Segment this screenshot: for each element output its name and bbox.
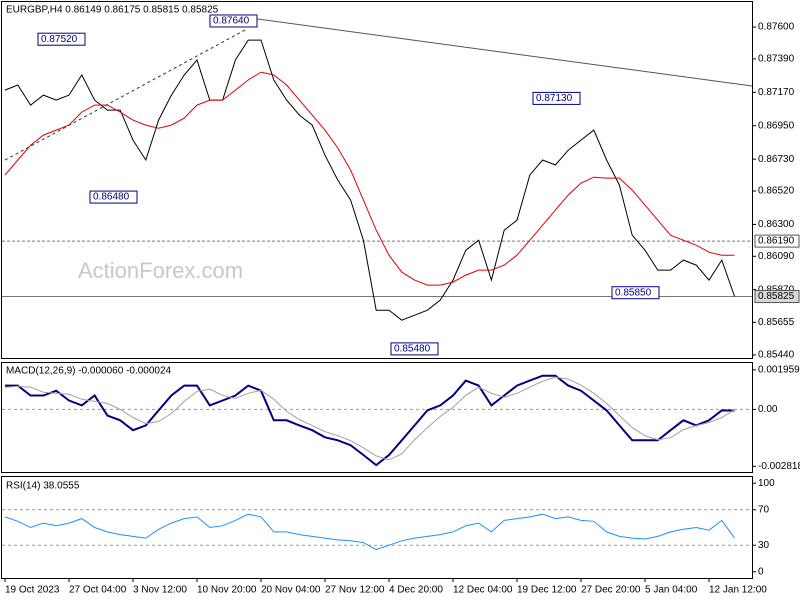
y-tick-label: 30 xyxy=(758,540,770,551)
y-tick-label: 100 xyxy=(758,478,775,489)
level-box xyxy=(390,342,439,356)
level-label: 0.87520 xyxy=(41,34,78,45)
y-tick-label: 0.86300 xyxy=(758,219,795,230)
y-tick-label: 0.86520 xyxy=(758,186,795,197)
level-label: 0.86480 xyxy=(93,192,130,203)
price-tag xyxy=(754,234,800,248)
y-tick-label: 70 xyxy=(758,504,770,515)
x-tick-label: 5 Jan 04:00 xyxy=(645,585,698,596)
x-tick-label: 27 Oct 04:00 xyxy=(69,585,127,596)
series-line xyxy=(4,513,736,551)
y-tick-label: 0.85655 xyxy=(758,317,795,328)
x-tick-label: 19 Dec 12:00 xyxy=(517,585,577,596)
price-tag-label: 0.86190 xyxy=(758,236,795,247)
macd-title: MACD(12,26,9) -0.000060 -0.000024 xyxy=(6,366,172,377)
level-box xyxy=(532,91,581,105)
watermark: ActionForex.com xyxy=(78,258,243,283)
trendline xyxy=(249,17,753,87)
x-tick-label: 12 Jan 12:00 xyxy=(709,585,767,596)
y-tick-label: 0.001959 xyxy=(758,365,800,376)
x-tick-label: 27 Nov 12:00 xyxy=(325,585,385,596)
level-label: 0.87130 xyxy=(536,93,573,104)
y-tick-label: -0.002818 xyxy=(758,461,800,472)
level-label: 0.85480 xyxy=(394,344,431,355)
price-tag xyxy=(754,290,800,304)
y-tick-label: 0.85440 xyxy=(758,350,795,361)
y-tick-label: 0 xyxy=(758,566,764,577)
level-label: 0.85850 xyxy=(615,287,652,298)
y-tick-label: 0.86950 xyxy=(758,120,795,131)
rsi-panel xyxy=(1,476,753,579)
series-line xyxy=(5,374,735,467)
level-box xyxy=(209,14,258,28)
y-tick-label: 0.85870 xyxy=(758,284,795,295)
y-tick-label: 0.87390 xyxy=(758,54,795,65)
y-tick-label: 0.87170 xyxy=(758,87,795,98)
macd-panel xyxy=(1,362,753,473)
rsi-title: RSI(14) 38.0555 xyxy=(6,481,80,492)
price-tag-label: 0.85825 xyxy=(758,291,795,302)
level-box xyxy=(611,286,660,300)
level-box xyxy=(37,32,86,46)
y-tick-label: 0.86730 xyxy=(758,154,795,165)
x-tick-label: 27 Dec 20:00 xyxy=(581,585,641,596)
x-tick-label: 12 Dec 04:00 xyxy=(453,585,513,596)
y-tick-label: 0.86090 xyxy=(758,251,795,262)
series-line xyxy=(4,71,735,286)
level-label: 0.87640 xyxy=(213,16,250,27)
x-tick-label: 10 Nov 20:00 xyxy=(197,585,257,596)
y-tick-label: 0.00 xyxy=(758,404,778,415)
level-box xyxy=(89,190,138,204)
chart-title: EURGBP,H4 0.86149 0.86175 0.85815 0.8582… xyxy=(6,5,219,16)
series-line xyxy=(4,39,736,321)
price-panel xyxy=(1,1,753,359)
x-tick-label: 20 Nov 04:00 xyxy=(261,585,321,596)
x-tick-label: 19 Oct 2023 xyxy=(5,585,60,596)
y-tick-label: 0.87600 xyxy=(758,22,795,33)
x-tick-label: 3 Nov 12:00 xyxy=(133,585,187,596)
x-tick-label: 4 Dec 20:00 xyxy=(389,585,443,596)
series-line xyxy=(4,376,735,461)
